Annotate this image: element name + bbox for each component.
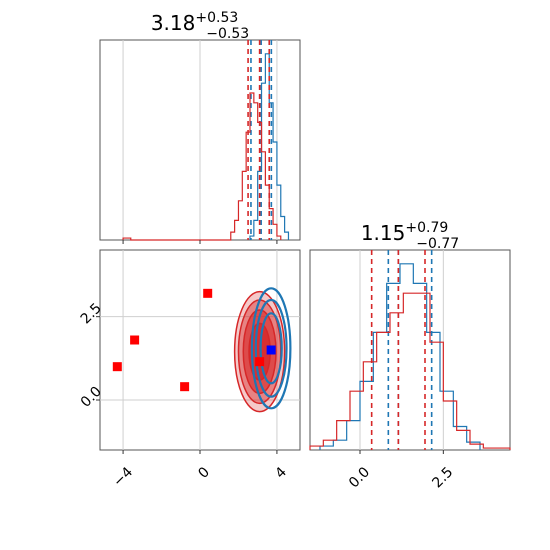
marginal-title-2-value: 1.15 xyxy=(361,221,406,245)
marginal-title-1-value: 3.18 xyxy=(151,11,196,35)
joint-marker-5 xyxy=(266,345,276,355)
marginal-panel-2: 1.15+0.79 −0.77 xyxy=(309,220,511,451)
joint-marker-2 xyxy=(180,382,190,392)
joint-contour-1-level-1 xyxy=(254,298,288,398)
joint-marker-0 xyxy=(112,362,122,372)
marginal-title-1-lower: −0.53 xyxy=(206,26,249,42)
joint-x-tick-label: 0 xyxy=(195,464,213,482)
joint-marker-1 xyxy=(130,335,140,345)
joint-y-tick-label: 0.0 xyxy=(78,384,105,411)
marginal-title-1: 3.18+0.53 −0.53 xyxy=(151,10,249,42)
marginal-title-1-upper: +0.53 xyxy=(195,10,238,26)
marginal-panel-1: 3.18+0.53 −0.53 xyxy=(99,10,301,241)
marginal-2-x-tick-label: 0.0 xyxy=(346,464,373,491)
marginal-title-2: 1.15+0.79 −0.77 xyxy=(361,220,459,252)
joint-marker-3 xyxy=(203,288,213,298)
marginal-2-x-tick-label: 2.5 xyxy=(429,464,456,491)
joint-x-tick-label: 4 xyxy=(272,464,290,482)
joint-panel xyxy=(99,249,301,451)
joint-y-tick-label: 2.5 xyxy=(78,300,105,327)
joint-x-tick-label: −4 xyxy=(110,464,136,490)
marginal-2-histogram-1 xyxy=(309,292,511,450)
joint-contour-1-level-2 xyxy=(259,312,283,385)
marginal-title-2-upper: +0.79 xyxy=(405,220,448,236)
marginal-title-2-lower: −0.77 xyxy=(416,236,459,252)
joint-contour-1-level-0 xyxy=(250,287,292,410)
joint-marker-4 xyxy=(255,357,265,367)
marginal-2-histogram-0 xyxy=(319,263,481,450)
marginal-frame-2 xyxy=(309,249,511,451)
marginal-1-histogram-1 xyxy=(122,92,282,241)
